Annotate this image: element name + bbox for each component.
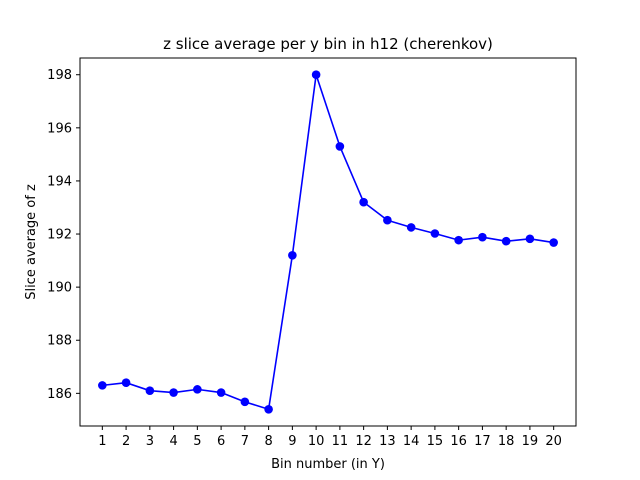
- data-point: [264, 404, 273, 414]
- x-tick-label: 8: [264, 434, 272, 449]
- data-point: [216, 388, 226, 397]
- x-tick-label: 16: [450, 434, 467, 449]
- x-tick-label: 11: [332, 434, 349, 449]
- data-point: [193, 385, 202, 394]
- data-point: [501, 236, 511, 246]
- x-tick-label: 12: [355, 434, 372, 449]
- data-point: [311, 70, 321, 80]
- x-axis-label: Bin number (in Y): [271, 457, 385, 472]
- y-tick-label: 190: [47, 281, 72, 296]
- x-tick-label: 5: [193, 434, 201, 449]
- data-point: [383, 215, 392, 225]
- y-tick-label: 194: [47, 174, 72, 189]
- data-point: [98, 381, 107, 390]
- x-tick-label: 9: [288, 434, 296, 449]
- x-tick-label: 6: [217, 434, 225, 449]
- y-tick-label: 192: [47, 228, 72, 243]
- x-tick-label: 13: [379, 434, 396, 449]
- data-point: [121, 378, 131, 388]
- x-tick-label: 20: [545, 434, 562, 449]
- y-tick-label: 198: [47, 68, 72, 83]
- data-point: [169, 388, 178, 397]
- data-point: [454, 235, 463, 245]
- data-point: [145, 386, 155, 395]
- plot-layer: 1 2 3 4 5 6 7 8 9 10 11 12 13 14 15 16 17 18 19 20186188190…: [47, 68, 562, 449]
- y-tick-label: 188: [47, 334, 72, 349]
- data-point: [549, 238, 558, 247]
- x-tick-label: 18: [498, 434, 515, 449]
- data-point: [240, 397, 250, 407]
- data-point: [335, 142, 345, 151]
- y-tick-label: 196: [47, 121, 72, 136]
- data-point: [525, 234, 535, 244]
- chart-title: z slice average per y bin in h12 (cheren…: [163, 35, 493, 53]
- data-point: [478, 232, 487, 242]
- data-point: [406, 223, 416, 232]
- x-tick-label: 3: [146, 434, 154, 449]
- x-tick-label: 19: [522, 434, 539, 449]
- x-tick-label: 17: [474, 434, 491, 449]
- x-tick-label: 1: [98, 434, 106, 449]
- plot-frame: [79, 57, 577, 427]
- x-tick-label: 2: [122, 434, 130, 449]
- x-tick-label: 4: [169, 434, 177, 449]
- data-point: [288, 250, 297, 260]
- data-point: [359, 197, 368, 207]
- y-axis-label: Slice average of z: [24, 184, 39, 300]
- x-tick-label: 14: [403, 434, 420, 449]
- x-tick-label: 7: [241, 434, 249, 449]
- x-tick-label: 10: [308, 434, 325, 449]
- y-tick-label: 186: [47, 387, 72, 402]
- data-point: [430, 229, 440, 238]
- x-tick-label: 15: [427, 434, 444, 449]
